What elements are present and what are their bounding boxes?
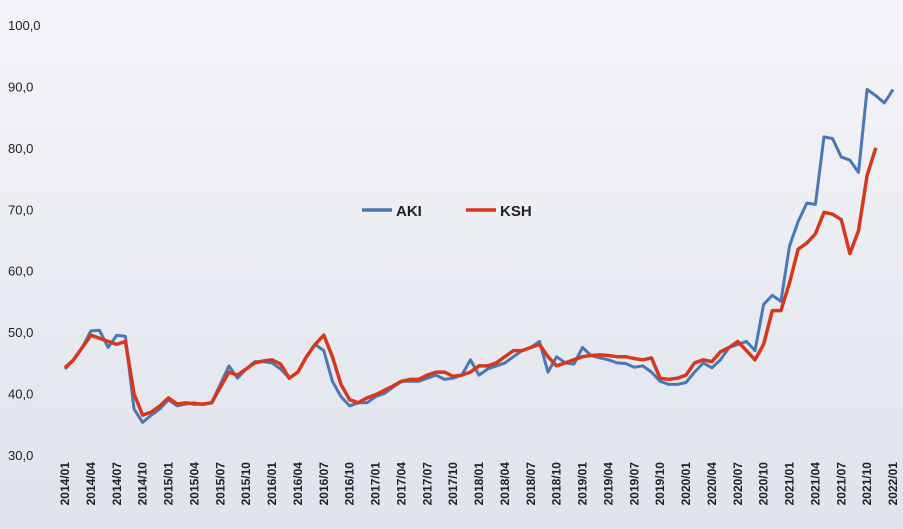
x-tick-label: 2015/01 <box>162 462 176 506</box>
y-tick-label: 80,0 <box>8 141 33 156</box>
x-tick-label: 2014/10 <box>136 462 150 506</box>
x-tick-label: 2018/10 <box>550 462 564 506</box>
x-tick-label: 2021/10 <box>860 462 874 506</box>
y-tick-label: 90,0 <box>8 79 33 94</box>
x-tick-label: 2021/04 <box>808 462 822 506</box>
x-tick-label: 2020/07 <box>731 462 745 506</box>
x-tick-label: 2017/10 <box>446 462 460 506</box>
y-tick-label: 70,0 <box>8 202 33 217</box>
legend-label: AKI <box>396 203 422 220</box>
legend-label: KSH <box>500 203 532 220</box>
x-tick-label: 2015/04 <box>187 462 201 506</box>
x-tick-label: 2018/01 <box>472 462 486 506</box>
x-tick-label: 2019/07 <box>627 462 641 506</box>
x-tick-label: 2020/01 <box>679 462 693 506</box>
x-tick-label: 2017/07 <box>420 462 434 506</box>
x-tick-label: 2019/10 <box>653 462 667 506</box>
x-tick-label: 2014/04 <box>84 462 98 506</box>
x-tick-label: 2019/04 <box>601 462 615 506</box>
line-series <box>63 147 878 417</box>
x-tick-label: 2021/01 <box>783 462 797 506</box>
y-tick-label: 30,0 <box>8 448 33 463</box>
x-tick-label: 2016/07 <box>317 462 331 506</box>
x-tick-label: 2018/04 <box>498 462 512 506</box>
y-tick-label: 50,0 <box>8 325 33 340</box>
y-tick-label: 60,0 <box>8 264 33 279</box>
x-tick-label: 2015/10 <box>239 462 253 506</box>
x-tick-label: 2016/10 <box>343 462 357 506</box>
x-tick-label: 2019/01 <box>576 462 590 506</box>
x-tick-label: 2015/07 <box>213 462 227 506</box>
y-tick-label: 40,0 <box>8 387 33 402</box>
x-tick-label: 2022/01 <box>886 462 900 506</box>
x-tick-label: 2020/10 <box>757 462 771 506</box>
x-tick-label: 2016/01 <box>265 462 279 506</box>
x-tick-label: 2021/07 <box>834 462 848 506</box>
x-tick-label: 2014/07 <box>110 462 124 506</box>
x-tick-label: 2018/07 <box>524 462 538 506</box>
y-tick-label: 100,0 <box>8 18 41 33</box>
x-tick-label: 2017/04 <box>394 462 408 506</box>
x-tick-label: 2014/01 <box>58 462 72 506</box>
x-tick-label: 2017/01 <box>369 462 383 506</box>
x-tick-label: 2016/04 <box>291 462 305 506</box>
x-tick-label: 2020/04 <box>705 462 719 506</box>
